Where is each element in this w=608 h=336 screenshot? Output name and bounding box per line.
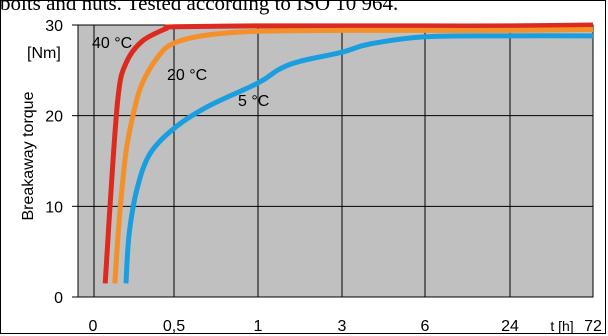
x-tick-label: 6 <box>421 318 430 335</box>
grid <box>72 24 593 298</box>
y-axis-label: Breakaway torque <box>20 91 37 220</box>
y-tick-label: 0 <box>54 290 63 307</box>
plot-area <box>77 24 594 298</box>
x-tick-label: 1 <box>254 318 263 335</box>
x-tick-label: 0 <box>89 318 98 335</box>
tick-labels: 0 10 20 30 0 0,5 1 3 6 24 72 <box>45 18 602 335</box>
x-tick-label: 3 <box>338 318 347 335</box>
series-label-5-c: 5 °C <box>238 93 269 110</box>
y-axis-unit: [Nm] <box>27 45 61 62</box>
header-caption: bolts and nuts. Tested according to ISO … <box>0 0 399 15</box>
x-tick-label: 24 <box>501 318 519 335</box>
series-line-5-c <box>123 33 594 284</box>
y-tick-label: 20 <box>45 109 63 126</box>
x-tick-label: 72 <box>584 318 602 335</box>
series-lines <box>102 22 594 284</box>
series-label-40-c: 40 °C <box>92 35 132 52</box>
x-axis-unit: t [h] <box>550 318 573 334</box>
series-label-20-c: 20 °C <box>167 67 207 84</box>
series-labels: 40 °C 20 °C 5 °C <box>92 35 269 110</box>
y-tick-label: 10 <box>45 199 63 216</box>
series-line-20-c <box>112 27 594 284</box>
y-tick-label: 30 <box>45 18 63 35</box>
x-tick-label: 0,5 <box>163 318 185 335</box>
series-line-40-c <box>102 22 594 284</box>
